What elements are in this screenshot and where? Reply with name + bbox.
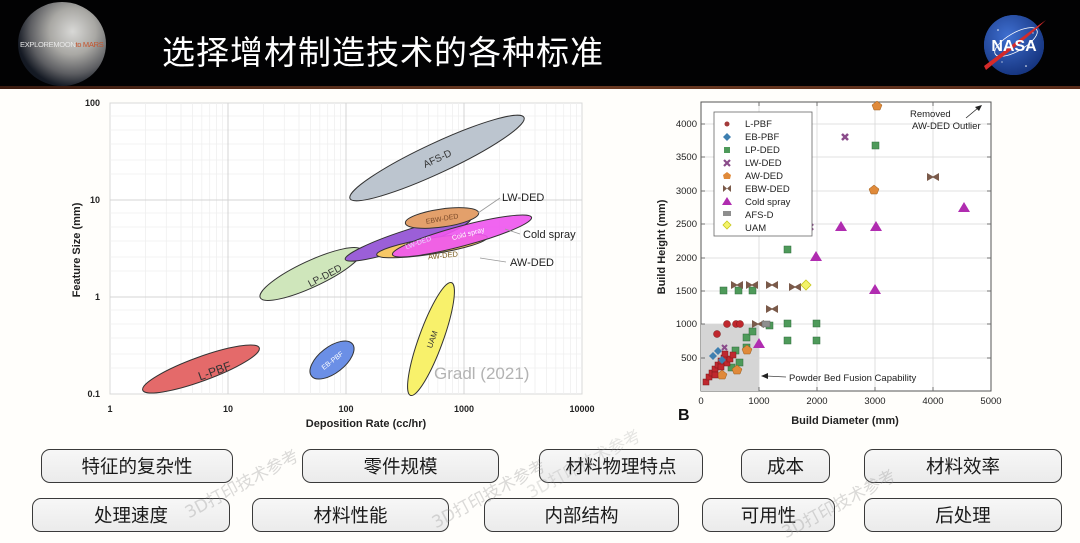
legend-lw-ded: LW-DED bbox=[745, 158, 782, 169]
criterion-label: 内部结构 bbox=[544, 506, 619, 527]
y-tick-2500: 2500 bbox=[676, 219, 697, 230]
right-y-axis-label: Build Height (mm) bbox=[656, 199, 668, 294]
criterion-processing-speed-button[interactable]: 处理速度 bbox=[32, 498, 230, 532]
criterion-availability-button[interactable]: 可用性 bbox=[702, 498, 835, 532]
series-cold-spray bbox=[753, 202, 970, 348]
pbf-arrow bbox=[765, 375, 787, 378]
y-tick-4000: 4000 bbox=[676, 119, 697, 130]
x-tick-3000: 3000 bbox=[864, 396, 885, 407]
criterion-label: 材料效率 bbox=[925, 457, 1000, 478]
series-ebw-ded bbox=[731, 173, 939, 328]
x-tick-10: 10 bbox=[223, 404, 233, 414]
criterion-internal-structure-button[interactable]: 内部结构 bbox=[484, 498, 679, 532]
criterion-feature-complexity-button[interactable]: 特征的复杂性 bbox=[41, 449, 233, 483]
region-cold-spray bbox=[391, 214, 533, 258]
series-aw-ded bbox=[716, 100, 883, 380]
criterion-label: 成本 bbox=[766, 457, 804, 478]
region-eb-pbf bbox=[309, 340, 355, 380]
criterion-cost-button[interactable]: 成本 bbox=[741, 449, 830, 483]
legend-eb-pbf: EB-PBF bbox=[745, 132, 780, 143]
deposition-rate-feature-size-chart: L-PBF EB-PBF LP-DED AFS-D EBW-DED LW-DED… bbox=[71, 98, 595, 430]
y-tick-1000: 1000 bbox=[676, 319, 697, 330]
y-axis-label: Feature Size (mm) bbox=[71, 202, 83, 297]
y-tick-2000: 2000 bbox=[676, 253, 697, 264]
legend-uam: UAM bbox=[745, 223, 766, 234]
y-tick-10: 10 bbox=[90, 195, 100, 205]
outlier-arrow bbox=[965, 107, 979, 119]
series-eb-pbf bbox=[709, 347, 726, 364]
logo-text-explore: EXPLORE bbox=[20, 40, 54, 49]
nasa-logo-text: NASA bbox=[991, 38, 1037, 55]
series-afs-d bbox=[761, 320, 771, 328]
header-divider bbox=[0, 86, 1080, 89]
right-x-axis-label: Build Diameter (mm) bbox=[791, 415, 899, 427]
x-tick-5000: 5000 bbox=[980, 396, 1001, 407]
criterion-part-scale-button[interactable]: 零件规模 bbox=[302, 449, 499, 483]
series-uam bbox=[800, 279, 812, 291]
explore-moon-logo: EXPLOREMOONto MARS bbox=[20, 40, 104, 49]
x-tick-4000: 4000 bbox=[922, 396, 943, 407]
criterion-label: 零件规模 bbox=[363, 457, 438, 478]
criterion-material-performance-button[interactable]: 材料性能 bbox=[252, 498, 449, 532]
y-tick-1: 1 bbox=[95, 292, 100, 302]
legend-cold-spray: Cold spray bbox=[745, 197, 791, 208]
criterion-post-processing-button[interactable]: 后处理 bbox=[864, 498, 1062, 532]
criterion-label: 处理速度 bbox=[93, 506, 168, 527]
x-tick-10000: 10000 bbox=[569, 404, 594, 414]
header-bar: EXPLOREMOONto MARS 选择增材制造技术的各种标准 NASA bbox=[0, 0, 1080, 88]
outlier-note-line2: AW-DED Outlier bbox=[912, 121, 981, 132]
y-tick-3500: 3500 bbox=[676, 152, 697, 163]
callout-cold-spray: Cold spray bbox=[523, 229, 576, 241]
logo-text-mars: to MARS bbox=[75, 40, 104, 49]
page-title: 选择增材制造技术的各种标准 bbox=[162, 33, 604, 72]
gradl-citation: Gradl (2021) bbox=[434, 364, 529, 383]
criterion-label: 可用性 bbox=[740, 506, 797, 527]
criterion-material-efficiency-button[interactable]: 材料效率 bbox=[864, 449, 1062, 483]
panel-label-b: B bbox=[678, 407, 690, 424]
region-uam bbox=[407, 281, 455, 397]
criterion-material-physical-properties-button[interactable]: 材料物理特点 bbox=[539, 449, 703, 483]
x-axis-label: Deposition Rate (cc/hr) bbox=[306, 418, 427, 430]
x-tick-2000: 2000 bbox=[806, 396, 827, 407]
pbf-capability-label: Powder Bed Fusion Capability bbox=[789, 373, 917, 384]
logo-text-moon: MOON bbox=[53, 40, 76, 49]
callout-aw-ded: AW-DED bbox=[510, 257, 554, 269]
build-diameter-height-chart: L-PBF EB-PBF LP-DED LW-DED AW-DED EBW-DE… bbox=[656, 100, 1002, 427]
legend-l-pbf: L-PBF bbox=[745, 119, 772, 130]
label-aw-ded-inner: AW-DED bbox=[428, 249, 459, 261]
criterion-label: 后处理 bbox=[935, 506, 991, 527]
outlier-note-line1: Removed bbox=[910, 109, 951, 120]
y-tick-3000: 3000 bbox=[676, 186, 697, 197]
x-tick-1000: 1000 bbox=[454, 404, 474, 414]
x-tick-100: 100 bbox=[338, 404, 353, 414]
moon-logo-icon bbox=[18, 2, 106, 86]
legend-aw-ded: AW-DED bbox=[745, 171, 783, 182]
region-afs-d bbox=[349, 114, 525, 202]
y-tick-0.1: 0.1 bbox=[87, 389, 100, 399]
callout-lw-ded: LW-DED bbox=[502, 192, 544, 204]
y-tick-1500: 1500 bbox=[676, 286, 697, 297]
criterion-label: 材料性能 bbox=[313, 506, 388, 527]
x-tick-1000: 1000 bbox=[748, 396, 769, 407]
region-l-pbf bbox=[142, 344, 260, 394]
y-tick-500: 500 bbox=[681, 353, 697, 364]
legend-lp-ded: LP-DED bbox=[745, 145, 780, 156]
legend-markers bbox=[722, 121, 732, 230]
x-tick-0: 0 bbox=[698, 396, 703, 407]
legend-ebw-ded: EBW-DED bbox=[745, 184, 790, 195]
y-tick-100: 100 bbox=[85, 98, 100, 108]
legend-afs-d: AFS-D bbox=[745, 210, 774, 221]
x-tick-1: 1 bbox=[107, 404, 112, 414]
criterion-label: 材料物理特点 bbox=[565, 457, 677, 478]
nasa-logo-icon: NASA bbox=[984, 15, 1046, 75]
criterion-label: 特征的复杂性 bbox=[81, 457, 193, 478]
